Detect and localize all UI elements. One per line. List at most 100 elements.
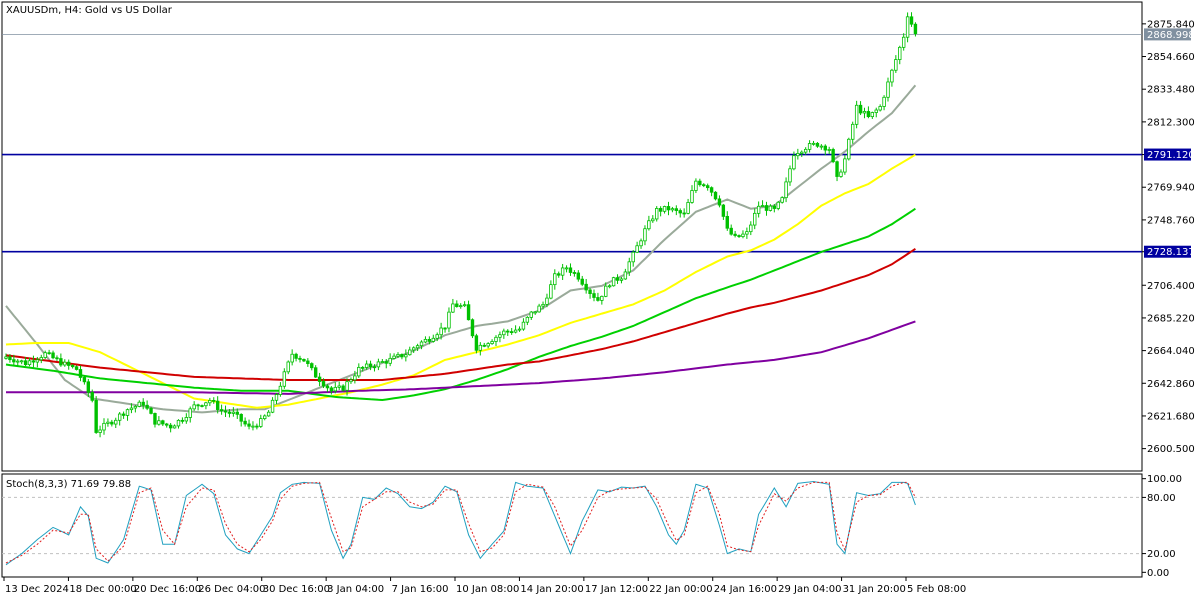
candle-body-up: [494, 336, 498, 342]
candle-body-up: [784, 181, 788, 199]
candle: [874, 107, 878, 118]
candle-body-up: [117, 413, 122, 421]
candle-body-up: [886, 81, 890, 98]
candle: [780, 196, 784, 204]
candle-body-down: [831, 149, 835, 163]
price-level-tag: 2791.120: [1147, 150, 1195, 161]
candle-body-up: [106, 421, 110, 424]
candle-body-up: [647, 220, 651, 230]
candle-body-up: [894, 59, 898, 71]
candle: [263, 414, 267, 421]
candle-body-up: [756, 205, 761, 214]
candle: [47, 349, 51, 355]
candle-body-up: [423, 338, 428, 343]
candle: [502, 328, 506, 339]
candle: [94, 396, 98, 434]
candle: [494, 335, 498, 347]
candle-body-up: [133, 405, 138, 409]
candle-body-up: [803, 148, 808, 153]
candle: [651, 215, 655, 223]
candle-body-up: [670, 208, 675, 211]
candle: [243, 417, 247, 427]
candle-body-down: [588, 289, 592, 294]
candle: [102, 418, 106, 435]
candle-body-down: [12, 359, 16, 363]
candle: [168, 423, 173, 433]
candle: [835, 160, 839, 182]
candle-body-down: [474, 335, 479, 351]
candle: [23, 356, 28, 367]
candle: [290, 349, 294, 366]
candle: [4, 353, 8, 360]
candle-body-down: [321, 381, 326, 387]
candle: [306, 358, 310, 367]
candle: [259, 414, 263, 428]
candle-body-down: [227, 411, 232, 414]
candle: [266, 409, 271, 417]
candle-body-down: [427, 338, 432, 342]
candle-body-down: [400, 354, 404, 358]
candle: [180, 417, 185, 424]
candle: [161, 419, 165, 427]
candle-body-down: [223, 410, 228, 413]
candle: [643, 225, 647, 246]
candle-body-up: [560, 267, 565, 276]
candle-body-up: [188, 408, 192, 418]
candle: [545, 293, 549, 308]
candle-body-up: [364, 363, 369, 368]
candle-body-down: [698, 180, 702, 186]
candle: [384, 359, 388, 369]
candle-body-down: [235, 411, 239, 415]
candle-body-down: [572, 272, 577, 274]
candle-body-up: [451, 303, 455, 313]
candle: [247, 419, 251, 430]
candle-body-up: [627, 261, 631, 273]
candle-body-down: [835, 161, 839, 177]
candle-body-up: [694, 180, 698, 191]
price-level-tag-bg: [1144, 148, 1191, 161]
candle: [678, 208, 682, 218]
candle-body-up: [807, 143, 812, 150]
candle: [623, 268, 628, 280]
candle: [745, 227, 749, 239]
candle: [604, 282, 608, 298]
stoch-line-2: [5, 481, 916, 564]
candle: [39, 354, 43, 364]
candle: [674, 205, 679, 216]
candle-body-down: [310, 363, 314, 369]
candle: [12, 354, 16, 366]
candle: [184, 413, 189, 424]
candle-body-down: [255, 425, 259, 428]
candle-body-up: [392, 355, 396, 359]
ma-line-4: [5, 247, 916, 381]
candle: [792, 151, 796, 171]
candle-body-down: [70, 365, 75, 368]
ma-line-2: [5, 153, 916, 409]
candle: [686, 198, 690, 215]
candle: [145, 400, 149, 411]
candle: [498, 331, 502, 343]
candle-body-down: [196, 404, 200, 407]
candle-body-up: [439, 327, 443, 336]
candle: [8, 354, 12, 363]
candle-body-up: [639, 240, 643, 247]
candle-body-down: [59, 358, 63, 366]
candle: [455, 300, 459, 308]
candle: [357, 363, 361, 378]
candle-body-down: [384, 361, 388, 364]
candle-body-down: [482, 344, 486, 347]
candle-body-up: [686, 202, 690, 214]
candle-body-down: [568, 267, 573, 273]
candle: [294, 352, 298, 362]
candle: [541, 301, 545, 310]
candle-body-down: [78, 369, 83, 378]
candle-body-up: [286, 361, 290, 373]
candle: [729, 224, 733, 236]
price-tick-label: 2685.220: [1147, 313, 1195, 324]
stoch-line-1: [5, 480, 916, 566]
ma-line-1: [5, 84, 917, 414]
candle: [278, 382, 283, 397]
candle-body-down: [121, 413, 126, 416]
candle-body-down: [67, 361, 71, 366]
